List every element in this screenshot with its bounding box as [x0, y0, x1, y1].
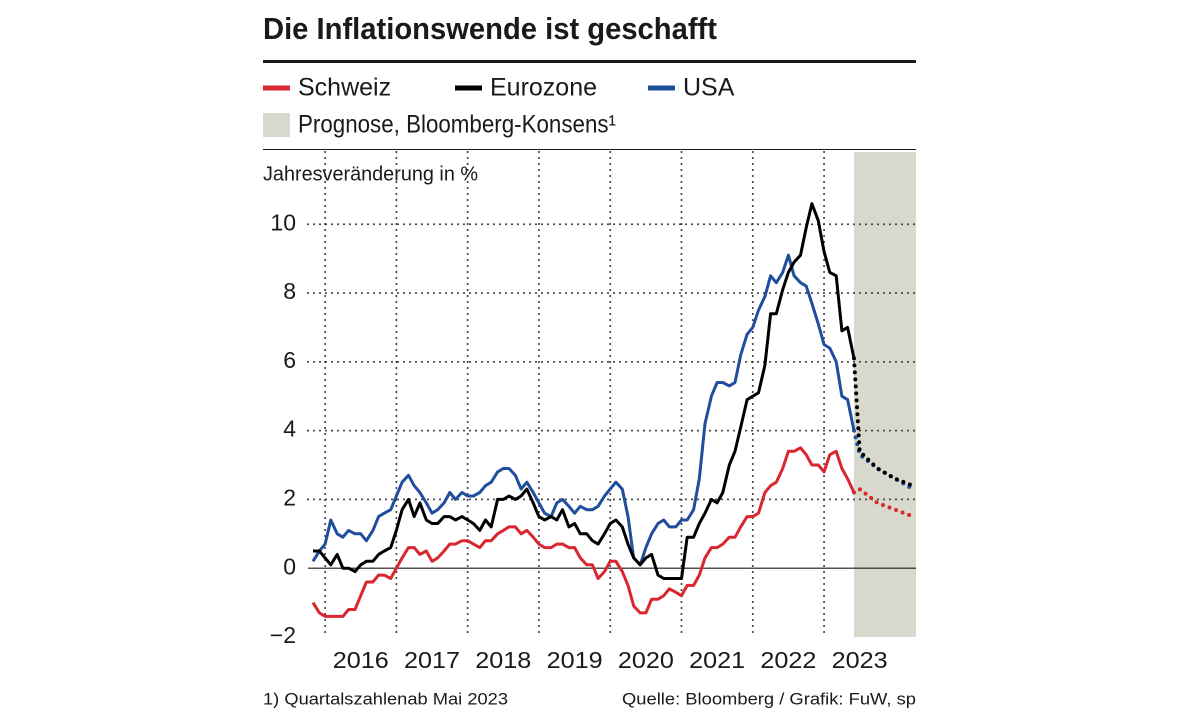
legend-label: Eurozone	[490, 74, 597, 102]
legend-swatch	[263, 113, 290, 137]
y-tick-label: 6	[283, 347, 296, 373]
source: Quelle: Bloomberg / Grafik: FuW, sp	[622, 689, 916, 708]
x-tick-label: 2018	[475, 647, 531, 673]
x-tick-label: 2019	[547, 647, 603, 673]
title-rule	[263, 60, 916, 63]
y-tick-label: 10	[270, 209, 296, 235]
legend-label: Schweiz	[298, 74, 391, 102]
y-tick-label: 8	[283, 278, 296, 304]
y-tick-label: 0	[283, 553, 296, 579]
forecast-area	[853, 152, 916, 637]
series-line	[311, 253, 856, 567]
x-tick-label: 2016	[333, 647, 389, 673]
series-line	[311, 446, 856, 618]
legend-label: Prognose, Bloomberg-Konsens¹	[298, 111, 616, 139]
x-tick-label: 2017	[404, 647, 460, 673]
x-tick-label: 2023	[832, 647, 888, 673]
y-axis-label: Jahresveränderung in %	[263, 163, 478, 185]
y-tick-label: 2	[283, 484, 296, 510]
series-line	[313, 202, 856, 580]
footnote: 1) Quartalszahlenab Mai 2023	[263, 689, 508, 708]
y-tick-label: −2	[270, 622, 296, 648]
chart-title: Die Inflationswende ist geschafft	[263, 11, 717, 46]
legend-label: USA	[683, 74, 735, 102]
forecast-line	[852, 356, 916, 488]
x-tick-label: 2021	[689, 647, 745, 673]
forecast-line	[852, 486, 916, 519]
legend-rule	[263, 149, 916, 150]
x-tick-label: 2020	[618, 647, 674, 673]
x-tick-label: 2022	[760, 647, 816, 673]
y-tick-label: 4	[283, 416, 296, 442]
